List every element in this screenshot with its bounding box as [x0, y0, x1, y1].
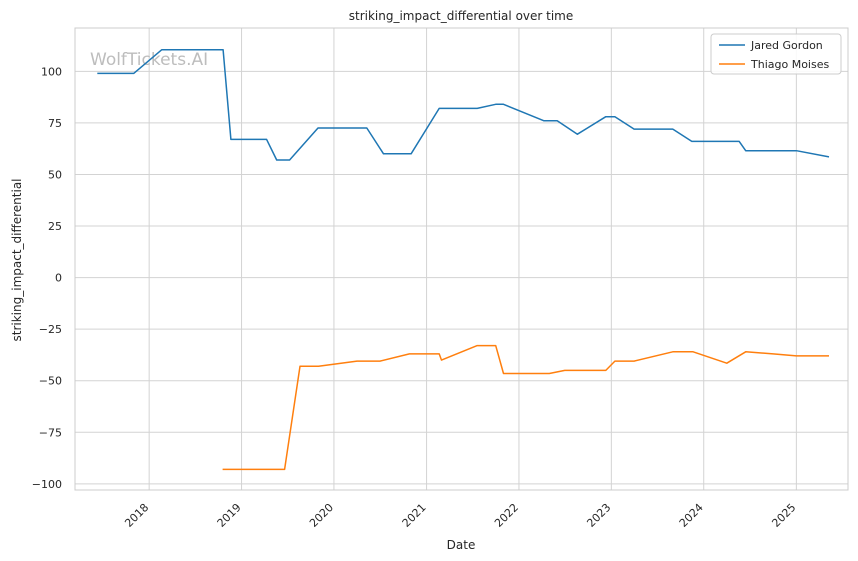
y-axis-label: striking_impact_differential	[10, 178, 24, 341]
y-tick-label: 25	[48, 220, 62, 233]
y-tick-label: 100	[41, 65, 62, 78]
series-lines	[97, 48, 830, 471]
y-tick-label: 75	[48, 117, 62, 130]
legend-label: Thiago Moises	[750, 58, 829, 71]
series-line-thiago-moises	[222, 344, 829, 471]
legend-label: Jared Gordon	[750, 39, 823, 52]
y-tick-labels: 100 75 50 25 0 −25 −50 −75 −100	[32, 65, 62, 491]
x-axis-label: Date	[447, 538, 476, 552]
y-tick-label: 50	[48, 168, 62, 181]
y-tick-label: 0	[55, 272, 62, 285]
y-tick-label: −25	[39, 323, 62, 336]
series-line-jared-gordon	[97, 48, 830, 161]
chart-title: striking_impact_differential over time	[349, 9, 574, 23]
legend: Jared Gordon Thiago Moises	[710, 33, 842, 75]
grid	[75, 28, 848, 490]
y-tick-label: −50	[39, 375, 62, 388]
y-tick-label: −75	[39, 426, 62, 439]
axes-frame	[74, 27, 849, 491]
y-tick-label: −100	[32, 478, 62, 491]
